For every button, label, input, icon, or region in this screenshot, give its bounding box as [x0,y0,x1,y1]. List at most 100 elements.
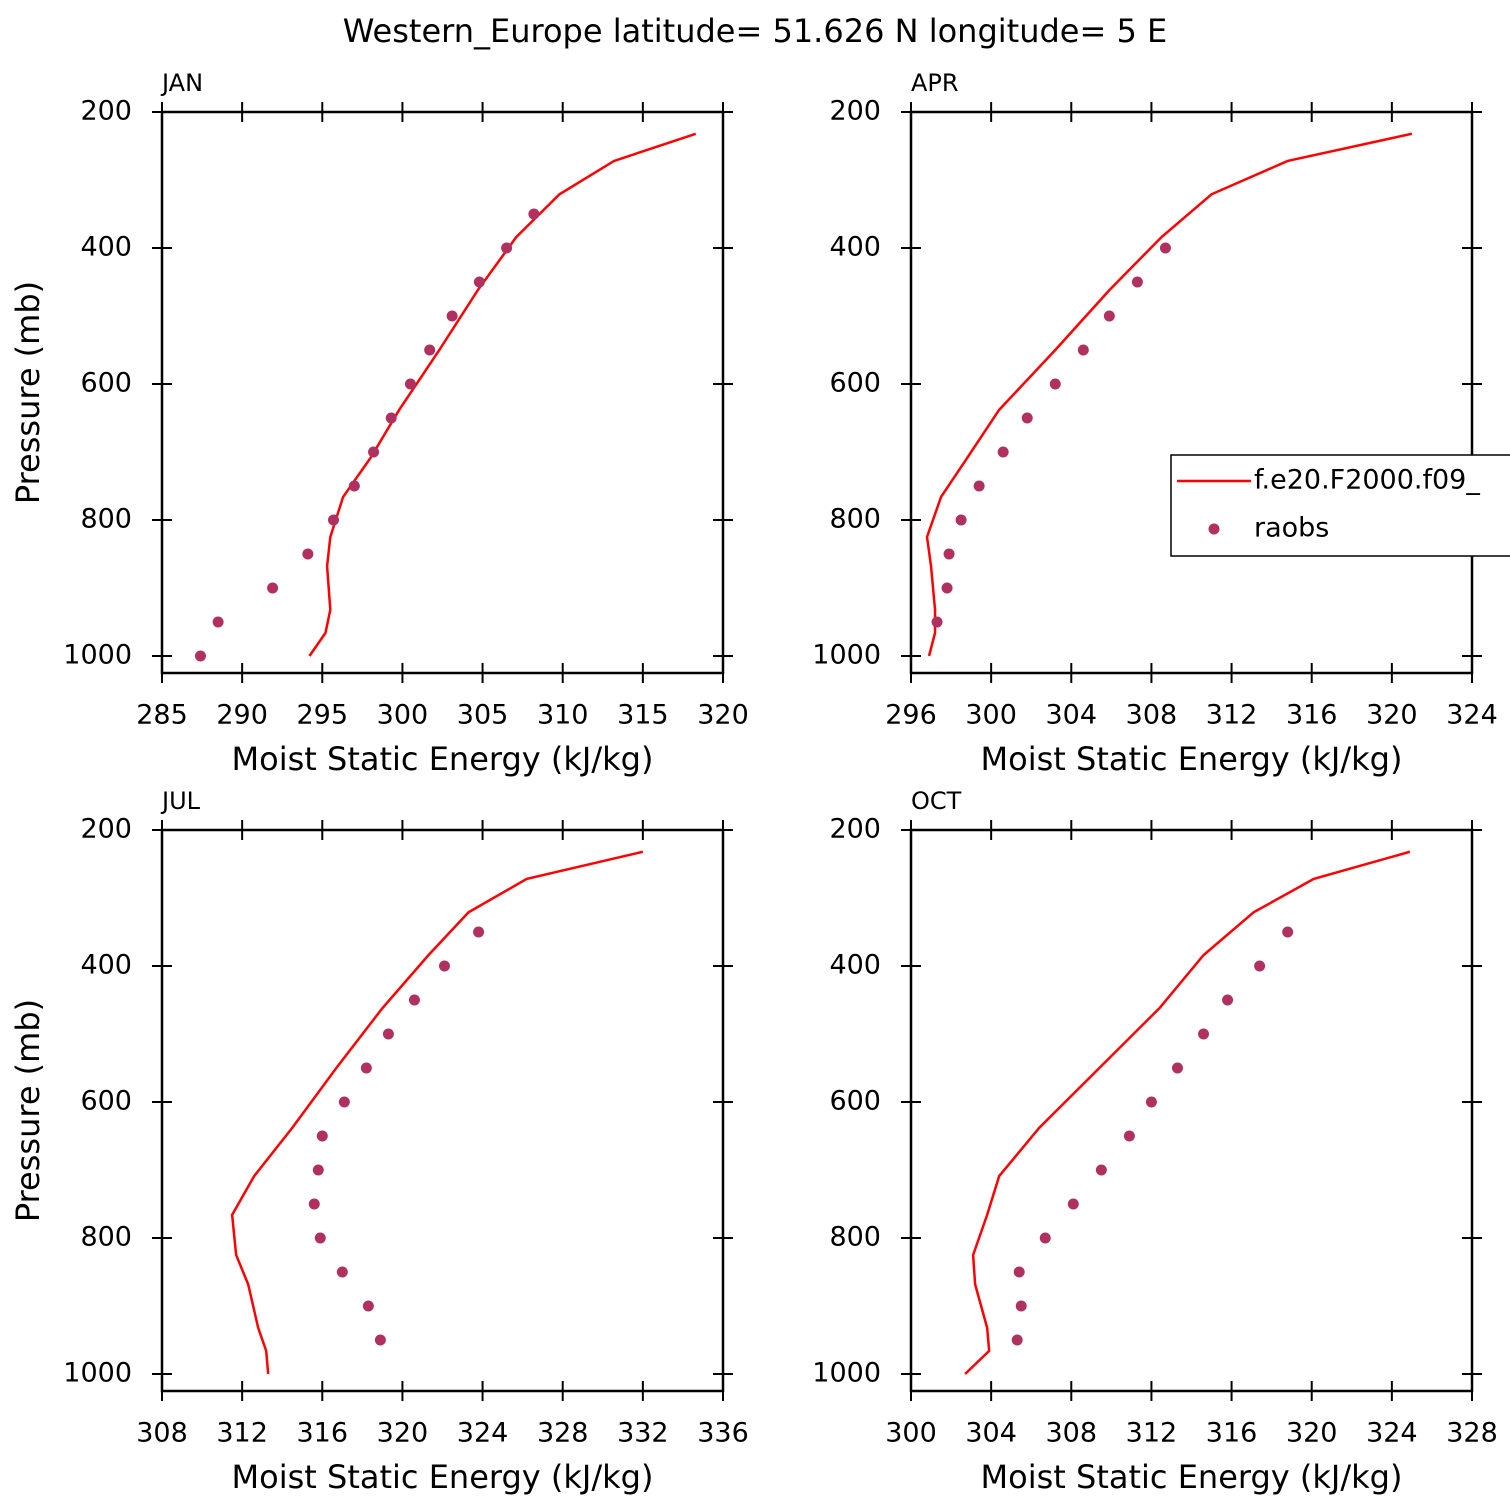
plot-frame [160,828,725,1393]
y-tick-label: 1000 [63,640,132,671]
x-tick-label: 305 [457,700,509,731]
x-tick-label: 312 [216,1418,268,1449]
raob-point [1095,1164,1107,1176]
x-axis-label: Moist Static Energy (kJ/kg) [232,1458,654,1496]
x-tick-label: 320 [1366,700,1418,731]
y-tick-label: 400 [80,232,132,263]
raob-point [314,1232,326,1244]
x-tick-label: 316 [1206,1418,1258,1449]
raob-point [973,480,985,492]
raob-point [1015,1300,1027,1312]
x-tick-label: 296 [885,700,937,731]
y-axis-label: Pressure (mb) [9,999,47,1222]
panel-label: OCT [911,787,962,815]
y-axis-label: Pressure (mb) [9,281,47,504]
y-tick-label: 600 [829,1086,881,1117]
raob-point [312,1164,324,1176]
raob-point [338,1096,350,1108]
x-tick-label: 324 [1366,1418,1418,1449]
raob-point [997,446,1009,458]
x-tick-label: 285 [136,700,188,731]
x-tick-label: 304 [965,1418,1017,1449]
x-tick-label: 336 [697,1418,749,1449]
plot-frame [909,828,1474,1393]
raob-point [267,582,279,594]
x-tick-label: 315 [617,700,669,731]
x-tick-label: 300 [885,1418,937,1449]
x-axis-label: Moist Static Energy (kJ/kg) [232,740,654,778]
x-tick-label: 320 [1286,1418,1338,1449]
raob-point [1011,1334,1023,1346]
x-tick-label: 308 [136,1418,188,1449]
model-line [308,132,697,657]
x-tick-label: 300 [377,700,429,731]
y-tick-label: 1000 [812,640,881,671]
raob-point [336,1266,348,1278]
raob-point [194,650,206,662]
raob-point [439,960,451,972]
raob-point [1131,276,1143,288]
raob-point [362,1300,374,1312]
raob-point [348,480,360,492]
raob-point [1159,242,1171,254]
x-tick-label: 308 [1126,700,1178,731]
raob-point [382,1028,394,1040]
legend-box [1170,454,1510,557]
raob-point [1123,1130,1135,1142]
raob-point [308,1198,320,1210]
y-tick-label: 800 [80,504,132,535]
x-tick-label: 304 [1046,700,1098,731]
x-tick-label: 308 [1046,1418,1098,1449]
raob-point [955,514,967,526]
model-line [925,132,1413,657]
raob-point [1145,1096,1157,1108]
panel-label: JAN [160,69,203,97]
x-tick-label: 324 [457,1418,509,1449]
x-tick-label: 332 [617,1418,669,1449]
y-tick-label: 800 [829,1222,881,1253]
x-tick-label: 310 [537,700,589,731]
plot-frame [909,110,1474,675]
y-tick-label: 800 [80,1222,132,1253]
raob-point [941,582,953,594]
raob-point [424,344,436,356]
x-tick-label: 328 [1446,1418,1498,1449]
x-axis-label: Moist Static Energy (kJ/kg) [981,1458,1403,1496]
panel-label: APR [911,69,959,97]
y-tick-label: 600 [829,368,881,399]
raob-point [374,1334,386,1346]
y-tick-label: 400 [829,950,881,981]
raob-point [408,994,420,1006]
raob-point [473,276,485,288]
raob-point [931,616,943,628]
y-tick-label: 200 [80,96,132,127]
raob-point [528,208,540,220]
x-tick-label: 312 [1206,700,1258,731]
raob-point [943,548,955,560]
raob-point [1282,926,1294,938]
x-tick-label: 290 [216,700,268,731]
x-tick-label: 316 [1286,700,1338,731]
y-tick-label: 400 [80,950,132,981]
raob-point [1103,310,1115,322]
raob-point [368,446,380,458]
legend-marker [1208,523,1220,535]
y-tick-label: 400 [829,232,881,263]
raob-point [1067,1198,1079,1210]
y-tick-label: 1000 [63,1358,132,1389]
y-tick-label: 1000 [812,1358,881,1389]
x-axis-label: Moist Static Energy (kJ/kg) [981,740,1403,778]
raob-point [1039,1232,1051,1244]
raob-point [385,412,397,424]
y-tick-label: 600 [80,368,132,399]
legend-label: raobs [1254,513,1329,544]
y-tick-label: 200 [80,814,132,845]
raob-point [1049,378,1061,390]
x-tick-label: 320 [377,1418,429,1449]
raob-point [1222,994,1234,1006]
raob-point [1171,1062,1183,1074]
x-tick-label: 316 [297,1418,349,1449]
raob-point [1021,412,1033,424]
